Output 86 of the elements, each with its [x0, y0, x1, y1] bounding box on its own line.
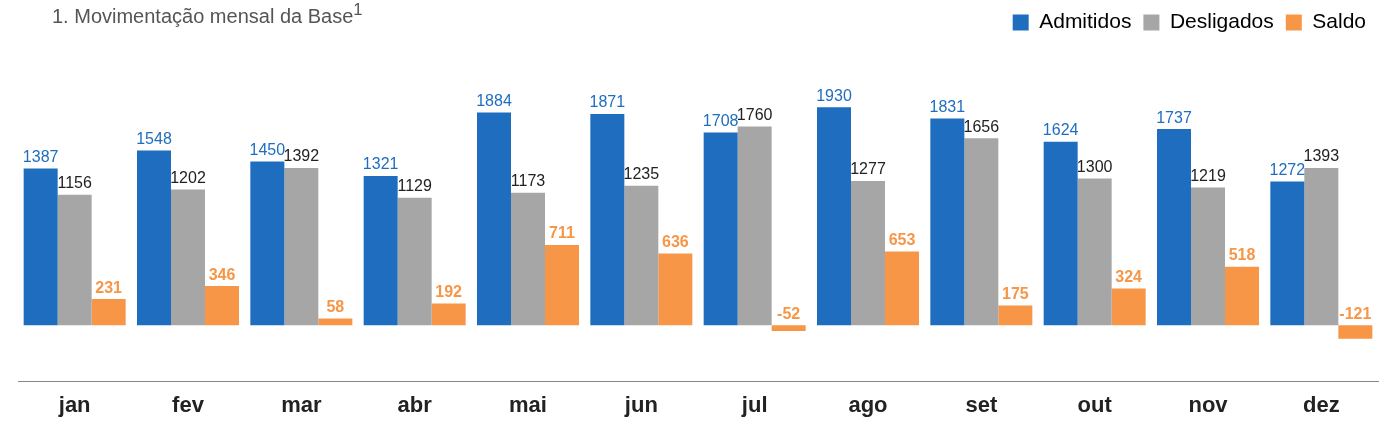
bar	[998, 305, 1033, 326]
x-tick-label: nov	[1188, 391, 1229, 417]
bar	[23, 168, 58, 326]
bar	[250, 161, 285, 326]
x-tick-label: dez	[1302, 391, 1340, 417]
data-label: 636	[661, 232, 689, 250]
data-label: 1300	[1076, 157, 1113, 175]
bar	[624, 185, 659, 326]
data-label: 1156	[57, 174, 92, 192]
data-label: 1202	[170, 168, 206, 186]
x-tick-label: jun	[623, 391, 658, 417]
bar	[1043, 141, 1078, 326]
data-label: 1656	[963, 117, 1000, 135]
data-label: 1272	[1269, 161, 1306, 179]
bar	[91, 299, 126, 326]
x-tick-label: jul	[740, 391, 768, 417]
bar	[1111, 288, 1146, 326]
bar	[851, 181, 885, 326]
data-label: 1930	[816, 86, 852, 104]
x-tick-label: ago	[848, 391, 888, 417]
data-label: 58	[326, 298, 345, 316]
bar	[511, 192, 545, 326]
bar	[1270, 181, 1305, 326]
bar	[1077, 178, 1112, 326]
bar	[431, 303, 466, 326]
bar	[1225, 266, 1259, 326]
data-label: 1235	[623, 165, 660, 183]
bar	[737, 126, 772, 326]
bar	[1338, 325, 1373, 339]
data-label: -52	[777, 304, 801, 322]
data-label: 1387	[22, 148, 59, 166]
bar	[171, 189, 205, 326]
x-tick-label: abr	[397, 391, 433, 417]
x-tick-label: mar	[281, 391, 322, 417]
chart-title: 1. Movimentação mensal da Base$^{1}$	[52, 0, 363, 28]
data-label: 1450	[249, 140, 286, 158]
data-label: 1277	[850, 160, 886, 178]
x-tick-label: set	[965, 391, 998, 417]
bar	[658, 253, 693, 326]
x-tick-label: mai	[509, 391, 547, 417]
bar	[363, 176, 398, 326]
bar	[703, 132, 738, 326]
data-label: 1548	[136, 129, 172, 147]
bar	[885, 251, 919, 326]
data-label: 1884	[476, 91, 512, 109]
data-label: 1708	[702, 111, 739, 129]
data-label: 518	[1228, 246, 1256, 264]
bar	[318, 318, 353, 326]
data-label: 1173	[510, 172, 546, 190]
bar	[477, 112, 511, 326]
bar	[284, 168, 319, 326]
data-label: 1129	[397, 177, 432, 195]
data-label: 1219	[1190, 166, 1226, 184]
data-label: 231	[95, 278, 123, 296]
bar	[1157, 129, 1191, 326]
data-label: 1393	[1303, 147, 1340, 165]
legend-label: Desligados	[1169, 9, 1274, 33]
data-label: 653	[888, 230, 916, 248]
data-label: 324	[1115, 268, 1143, 285]
bar	[1304, 167, 1339, 326]
legend-label: Saldo	[1312, 9, 1367, 33]
data-label: -121	[1339, 304, 1372, 322]
bar	[930, 118, 965, 326]
data-label: 346	[208, 265, 236, 283]
bar	[397, 197, 432, 326]
legend-label: Admitidos	[1039, 9, 1132, 33]
x-tick-label: jan	[57, 391, 91, 417]
data-label: 1321	[362, 155, 399, 173]
bar	[771, 325, 806, 332]
x-tick-label: out	[1077, 391, 1113, 417]
bar	[590, 113, 625, 326]
bar	[545, 244, 579, 326]
bar	[205, 286, 239, 326]
bar	[964, 138, 999, 326]
data-label: 1624	[1042, 121, 1079, 139]
bar	[57, 194, 92, 326]
data-label: 711	[549, 224, 576, 242]
bar	[1191, 187, 1225, 326]
bar	[137, 150, 171, 326]
data-label: 175	[1001, 284, 1029, 302]
data-label: 1737	[1156, 108, 1192, 126]
bar	[817, 107, 851, 326]
data-label: 1831	[929, 97, 966, 115]
data-label: 1871	[589, 93, 626, 111]
data-label: 192	[435, 282, 463, 300]
x-tick-label: fev	[172, 391, 205, 417]
